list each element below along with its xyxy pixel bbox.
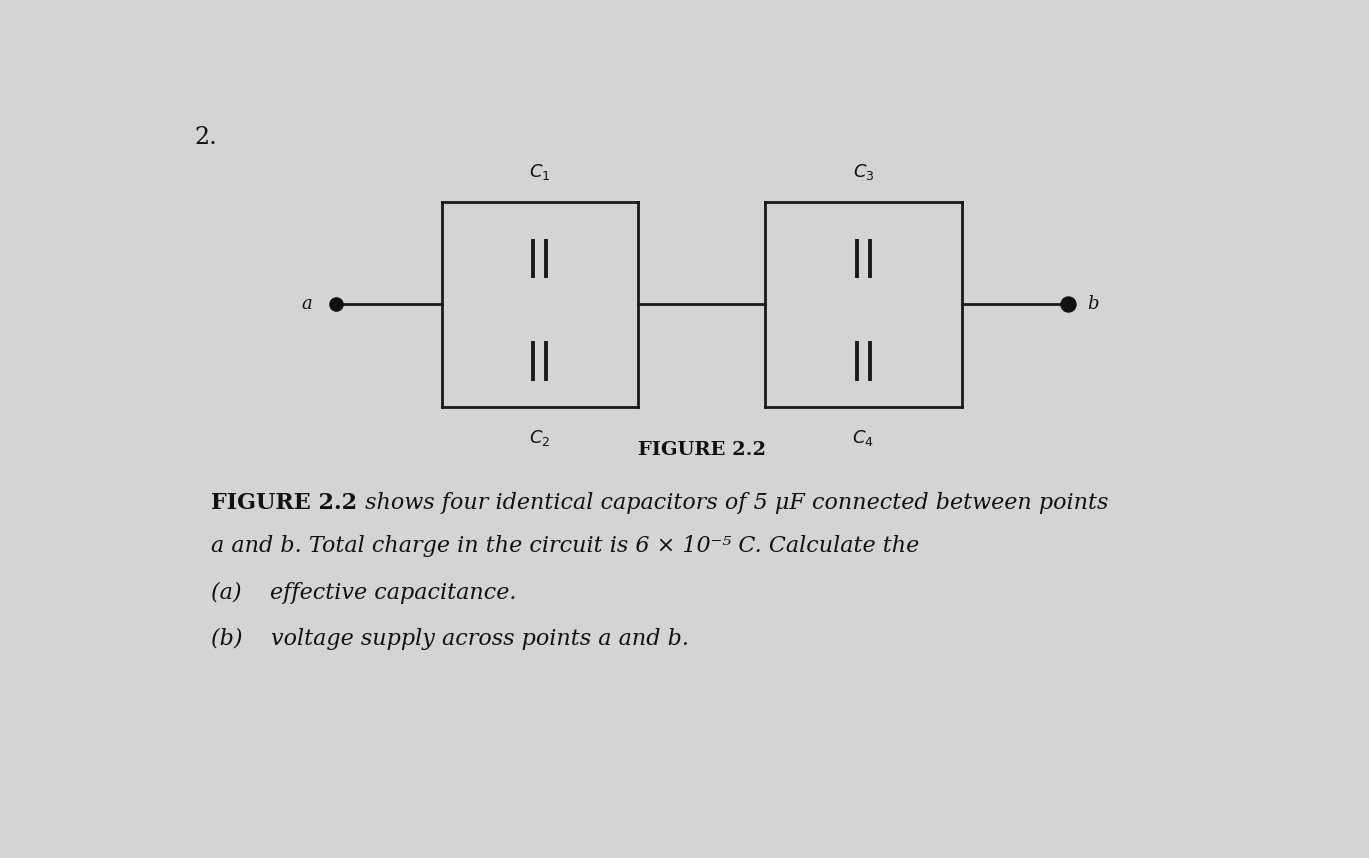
- Text: (b)    voltage supply across points a and b.: (b) voltage supply across points a and b…: [211, 628, 690, 650]
- Text: $C_1$: $C_1$: [528, 162, 550, 182]
- Text: FIGURE 2.2: FIGURE 2.2: [211, 492, 357, 514]
- Text: a: a: [301, 295, 312, 313]
- Text: $C_2$: $C_2$: [530, 428, 550, 448]
- Text: (a)    effective capacitance.: (a) effective capacitance.: [211, 582, 517, 604]
- Text: 2.: 2.: [194, 126, 218, 149]
- Text: FIGURE 2.2: FIGURE 2.2: [638, 441, 765, 459]
- Text: $C_3$: $C_3$: [853, 162, 875, 182]
- Text: shows four identical capacitors of 5 μF connected between points: shows four identical capacitors of 5 μF …: [357, 492, 1108, 514]
- Text: $C_4$: $C_4$: [853, 428, 875, 448]
- Point: [324, 298, 346, 311]
- Text: a and b. Total charge in the circuit is 6 × 10⁻⁵ C. Calculate the: a and b. Total charge in the circuit is …: [211, 535, 920, 557]
- Text: b: b: [1087, 295, 1098, 313]
- Point: [1057, 298, 1079, 311]
